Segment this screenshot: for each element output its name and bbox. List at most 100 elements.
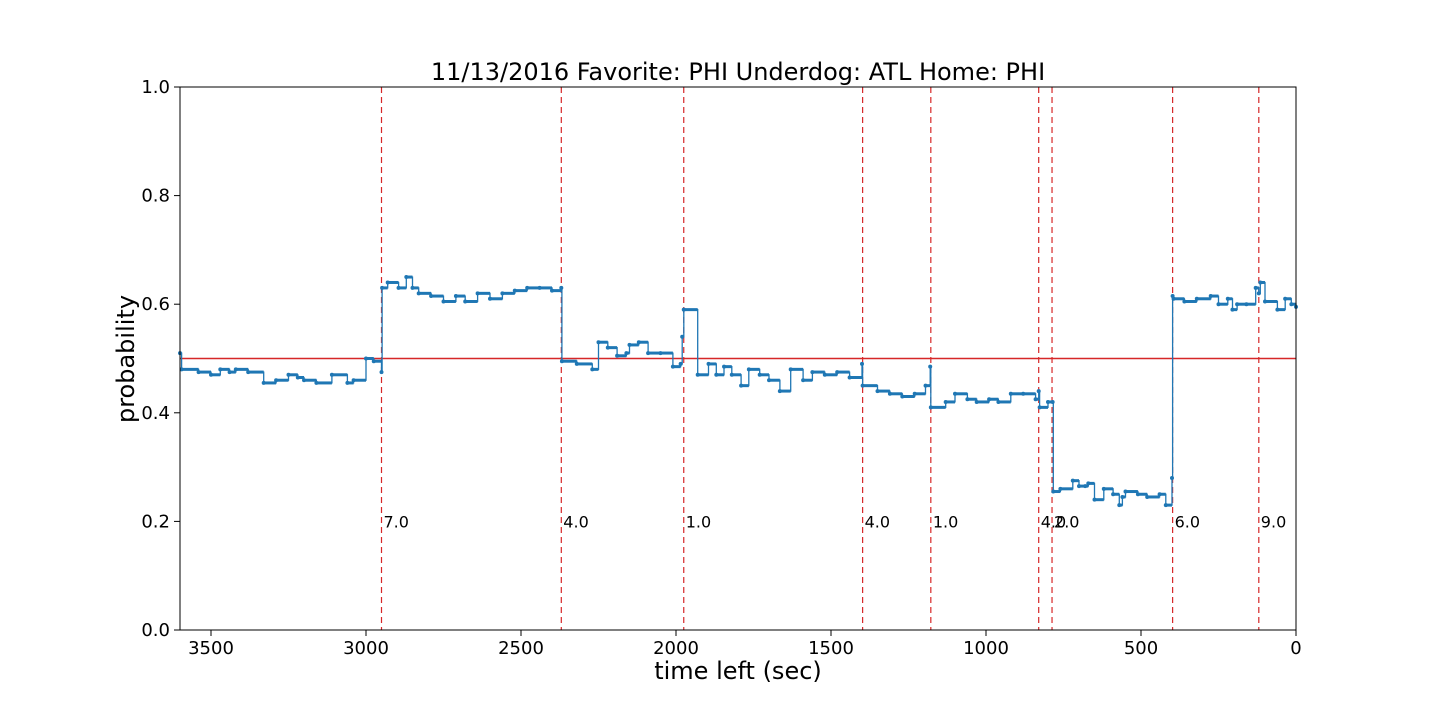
x-tick-label: 2500 [498, 638, 544, 659]
event-label: 2.0 [1054, 512, 1079, 531]
data-point [801, 378, 806, 383]
data-point [295, 375, 300, 380]
event-label: 4.0 [865, 512, 890, 531]
data-point [695, 372, 700, 377]
plot-frame [179, 86, 1297, 631]
data-point [1256, 291, 1261, 296]
data-point [1046, 399, 1050, 404]
data-point [1111, 492, 1116, 497]
x-tick-label: 3000 [343, 638, 389, 659]
data-point [410, 285, 415, 290]
data-point [286, 372, 291, 377]
y-tick-label: 0.8 [141, 186, 170, 207]
data-point [1092, 497, 1097, 502]
data-point [1275, 307, 1280, 312]
data-point [624, 351, 629, 356]
data-point [746, 367, 751, 372]
x-tick-label: 2000 [653, 638, 699, 659]
event-label: 1.0 [686, 512, 711, 531]
data-point [559, 285, 564, 290]
data-point [943, 399, 948, 404]
event-label: 1.0 [933, 512, 958, 531]
data-point [706, 361, 711, 366]
data-point [233, 367, 238, 372]
data-point [678, 361, 683, 366]
data-point [1120, 494, 1125, 499]
data-point [246, 370, 251, 375]
data-point [1083, 484, 1088, 489]
data-point [847, 375, 852, 380]
x-tick-label: 1000 [963, 638, 1009, 659]
chart-title: 11/13/2016 Favorite: PHI Underdog: ATL H… [431, 58, 1045, 86]
data-point [1086, 481, 1091, 486]
data-point [714, 372, 719, 377]
x-tick-label: 1500 [808, 638, 854, 659]
data-point [525, 285, 530, 290]
data-point [371, 359, 376, 364]
data-point [380, 285, 385, 290]
data-point [345, 380, 350, 385]
data-point [1171, 296, 1176, 301]
data-point [912, 391, 917, 396]
data-point [928, 364, 933, 369]
data-point [1058, 486, 1063, 491]
data-point [396, 285, 401, 290]
x-tick-label: 3500 [188, 638, 234, 659]
data-point [1170, 475, 1174, 480]
data-point [1208, 294, 1213, 299]
y-tick-label: 0.4 [141, 403, 170, 424]
data-point [1123, 489, 1128, 494]
data-point [475, 291, 480, 296]
data-point [987, 397, 992, 402]
data-point [1194, 296, 1199, 301]
y-tick-label: 0.0 [141, 620, 170, 641]
data-point [590, 367, 595, 372]
data-point [550, 288, 554, 293]
data-point [900, 394, 905, 399]
data-point [835, 370, 840, 375]
data-point [1235, 302, 1240, 307]
data-point [1117, 503, 1122, 508]
data-point [1216, 302, 1221, 307]
data-point [1258, 280, 1263, 285]
data-point [923, 383, 928, 388]
data-point [680, 334, 685, 339]
data-point [596, 340, 601, 345]
data-point [302, 378, 306, 383]
data-point [314, 380, 319, 385]
data-point [500, 291, 505, 296]
data-point [757, 372, 762, 377]
data-point [1289, 302, 1294, 307]
data-point [261, 380, 266, 385]
plot-area: 7.0 4.0 1.0 4.0 1.0 4.02.0 6.0 9.0 [178, 87, 1298, 630]
data-point [1033, 397, 1038, 402]
data-point [227, 370, 232, 375]
data-point [974, 399, 979, 404]
event-label: 6.0 [1175, 512, 1200, 531]
data-point [822, 372, 827, 377]
data-point [646, 351, 651, 356]
data-point [1077, 484, 1081, 489]
data-point [860, 361, 864, 366]
y-axis: 0.0 0.2 0.4 0.6 0.8 1.0 [141, 77, 180, 641]
series-line [180, 276, 1297, 506]
data-point [658, 351, 663, 356]
data-point [429, 294, 434, 299]
data-point [722, 364, 727, 369]
data-point [810, 370, 815, 375]
data-point [1163, 503, 1168, 508]
data-point [179, 367, 184, 372]
data-point [1101, 486, 1106, 491]
data-point [1182, 299, 1187, 304]
data-point [488, 296, 492, 301]
data-point [441, 299, 446, 304]
data-point [1008, 391, 1013, 396]
data-point [887, 391, 892, 396]
y-tick-label: 0.6 [141, 294, 170, 315]
data-point [1037, 405, 1042, 410]
data-point [681, 307, 686, 312]
y-tick-label: 1.0 [141, 77, 170, 98]
data-point [1283, 296, 1288, 301]
data-point [670, 364, 675, 369]
